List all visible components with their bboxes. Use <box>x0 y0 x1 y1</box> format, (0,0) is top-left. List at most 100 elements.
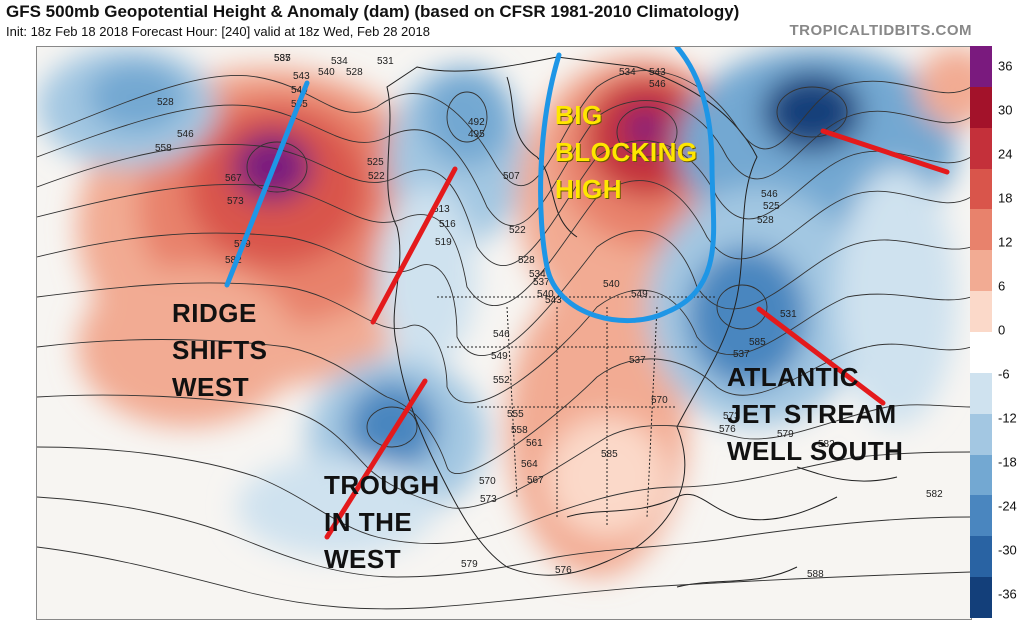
annotation-lines-red <box>324 128 950 540</box>
contour-label: 579 <box>461 559 478 570</box>
contour-labels: 5375435495345285315285465585405555675735… <box>155 53 943 580</box>
contour-label: 585 <box>749 337 766 348</box>
colorbar-label: 18 <box>998 190 1013 206</box>
contour-label: 537 <box>274 53 291 64</box>
contour-label: 549 <box>631 289 648 300</box>
contour-label: 534 <box>619 67 636 78</box>
contour-label: 543 <box>293 71 310 82</box>
map-subtitle: Init: 18z Feb 18 2018 Forecast Hour: [24… <box>6 24 430 39</box>
contour-label: 561 <box>526 438 543 449</box>
colorbar-label: -36 <box>998 586 1017 602</box>
contour-label: 528 <box>518 255 535 266</box>
contour-label: 534 <box>331 56 348 67</box>
ridge-axis <box>224 80 310 288</box>
contour-label: 555 <box>507 409 524 420</box>
contour-label: 573 <box>480 494 497 505</box>
colorbar-segment <box>970 46 992 88</box>
colorbar-label: -6 <box>998 366 1010 382</box>
colorbar-label: 24 <box>998 146 1013 162</box>
contour-label: 567 <box>225 173 242 184</box>
contour-label: 588 <box>807 569 824 580</box>
colorbar-label: 36 <box>998 58 1013 74</box>
colorbar-segment <box>970 413 992 456</box>
atlantic-jet-axis <box>756 306 886 406</box>
contour-label: 537 <box>533 277 550 288</box>
contour-label: 573 <box>723 411 740 422</box>
colorbar-segment <box>970 291 992 333</box>
contour-label: 585 <box>274 53 291 64</box>
contour-label: 570 <box>651 395 668 406</box>
contour-label: 543 <box>545 295 562 306</box>
contour-label: 540 <box>603 279 620 290</box>
contour-label: 495 <box>468 129 485 140</box>
coastlines <box>386 56 898 588</box>
contour-label: 531 <box>780 309 797 320</box>
contour-label: 534 <box>529 269 546 280</box>
contour-label: 582 <box>225 255 242 266</box>
contour-label: 540 <box>318 67 335 78</box>
annotation-big-blocking-high: BIG BLOCKING HIGH <box>555 100 698 204</box>
colorbar-segment <box>970 86 992 129</box>
annotation-lines-blue <box>224 47 717 324</box>
annotation-ridge-shifts-west: RIDGE SHIFTS WEST <box>172 298 268 402</box>
contour-label: 492 <box>468 117 485 128</box>
western-canada-trough-axis <box>370 166 458 325</box>
western-trough-axis <box>324 378 428 540</box>
colorbar-segment <box>970 577 992 619</box>
contour-label: 516 <box>439 219 456 230</box>
colorbar-label: -18 <box>998 454 1017 470</box>
colorbar-segment <box>970 536 992 578</box>
contour-label: 582 <box>926 489 943 500</box>
contour-label: 564 <box>521 459 538 470</box>
contour-label: 522 <box>368 171 385 182</box>
colorbar-label: -12 <box>998 410 1017 426</box>
contour-label: 528 <box>757 215 774 226</box>
contour-label: 528 <box>157 97 174 108</box>
annotation-trough-in-the-west: TROUGH IN THE WEST <box>324 470 440 574</box>
colorbar-segment <box>970 168 992 210</box>
contour-label: 585 <box>601 449 618 460</box>
anomaly-map: 5375435495345285315285465585405555675735… <box>37 47 971 610</box>
contour-label: 549 <box>491 351 508 362</box>
colorbar-label: 0 <box>998 322 1006 338</box>
contour-label: 540 <box>537 289 554 300</box>
contour-label: 576 <box>555 565 572 576</box>
colorbar-label: 30 <box>998 102 1013 118</box>
anomaly-colorbar <box>970 46 992 619</box>
colorbar-label: -30 <box>998 542 1017 558</box>
contour-label: 573 <box>227 196 244 207</box>
contour-label: 546 <box>649 79 666 90</box>
colorbar-segment <box>970 372 992 415</box>
map-title: GFS 500mb Geopotential Height & Anomaly … <box>6 2 740 21</box>
contour-label: 546 <box>761 189 778 200</box>
contour-label: 507 <box>503 171 520 182</box>
colorbar-label: 6 <box>998 278 1006 294</box>
contour-label: 567 <box>527 475 544 486</box>
contour-label: 525 <box>763 201 780 212</box>
contour-label: 522 <box>509 225 526 236</box>
contour-label: 537 <box>629 355 646 366</box>
height-contours <box>37 70 971 610</box>
colorbar-segment <box>970 495 992 537</box>
contour-label: 528 <box>346 67 363 78</box>
contour-label: 525 <box>367 157 384 168</box>
blocking-high-outline <box>538 47 717 324</box>
contour-label: 582 <box>818 439 835 450</box>
contour-label: 546 <box>177 129 194 140</box>
contour-label: 552 <box>493 375 510 386</box>
colorbar-segment <box>970 332 992 374</box>
colorbar-segment <box>970 127 992 170</box>
contour-label: 549 <box>291 85 308 96</box>
annotation-atlantic-jet-stream: ATLANTIC JET STREAM WELL SOUTH <box>727 362 904 466</box>
contour-label: 579 <box>777 429 794 440</box>
contour-label: 570 <box>479 476 496 487</box>
atlantic-axis-north <box>820 128 950 175</box>
colorbar-label: -24 <box>998 498 1017 514</box>
contour-label: 531 <box>377 56 394 67</box>
watermark: TROPICALTIDBITS.COM <box>789 22 972 39</box>
colorbar-segment <box>970 250 992 292</box>
contour-label: 519 <box>435 237 452 248</box>
contour-label: 558 <box>511 425 528 436</box>
colorbar-label: 12 <box>998 234 1013 250</box>
contour-label: 513 <box>433 204 450 215</box>
